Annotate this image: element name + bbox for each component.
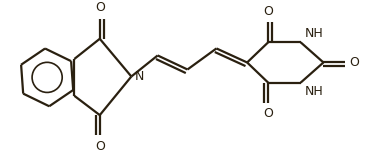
Text: O: O	[263, 107, 273, 120]
Text: NH: NH	[305, 27, 324, 40]
Text: O: O	[95, 140, 105, 153]
Text: O: O	[95, 1, 105, 14]
Text: O: O	[263, 5, 273, 18]
Text: O: O	[349, 56, 359, 69]
Text: N: N	[135, 70, 144, 83]
Text: NH: NH	[305, 85, 324, 98]
